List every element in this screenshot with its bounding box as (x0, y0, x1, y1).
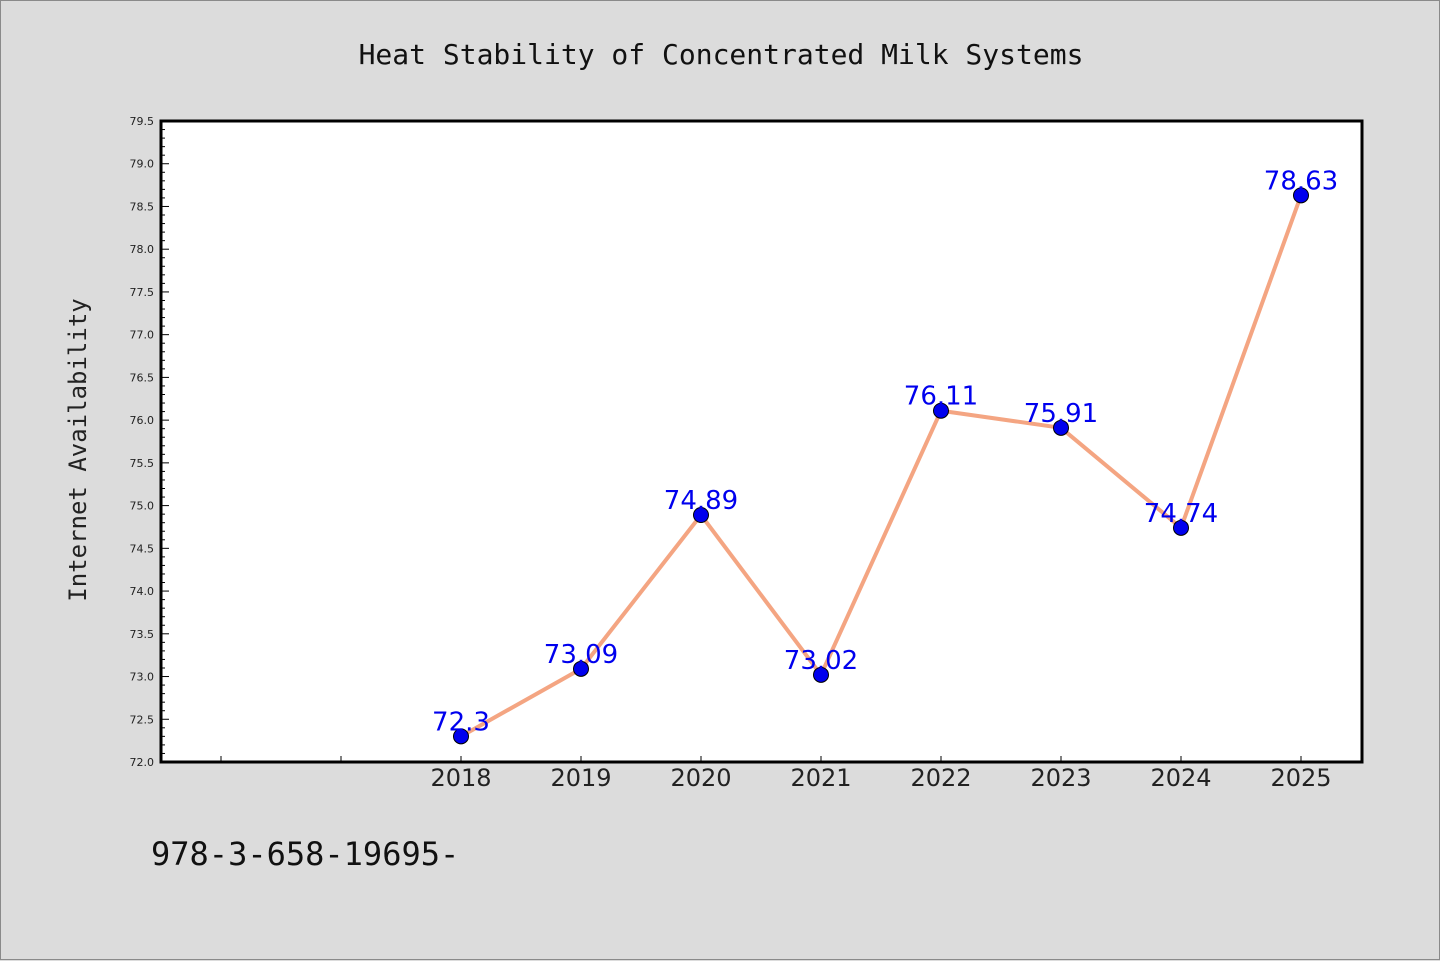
data-label: 74.74 (1144, 499, 1218, 529)
chart-title: Heat Stability of Concentrated Milk Syst… (359, 38, 1084, 71)
x-tick-label: 2025 (1270, 764, 1331, 792)
y-tick-label: 74.0 (130, 585, 155, 598)
y-tick-label: 75.0 (130, 500, 155, 513)
x-tick-label: 2023 (1030, 764, 1091, 792)
y-tick-label: 76.5 (130, 371, 155, 384)
plot-area (159, 119, 1364, 764)
data-point (693, 507, 709, 524)
y-tick-label: 72.0 (130, 756, 155, 769)
y-tick-label: 72.5 (130, 713, 155, 726)
y-tick-label: 78.0 (130, 243, 155, 256)
y-tick-label: 73.5 (130, 628, 155, 641)
data-point (1173, 519, 1189, 536)
y-tick-label: 73.0 (130, 671, 155, 684)
data-label: 76.11 (904, 382, 978, 412)
data-point (813, 666, 829, 683)
data-label: 72.3 (432, 707, 490, 737)
series-group: 72.3 73.09 74.89 73.02 76.11 75.91 74.74 78.63 (432, 166, 1338, 745)
y-axis-label: Internet Availability (64, 298, 92, 601)
y-tick-label: 74.5 (130, 542, 155, 555)
x-tick-label: 2024 (1150, 764, 1211, 792)
x-tick-label: 2018 (430, 764, 491, 792)
data-point (1293, 187, 1309, 204)
footer-code: 978-3-658-19695- (151, 835, 459, 873)
x-tick-label: 2021 (790, 764, 851, 792)
y-axis: 72.0 72.5 73.0 73.5 74.0 74.5 75.0 75.5 76.0 76.5… (130, 115, 169, 769)
data-point (1053, 419, 1069, 436)
data-label: 75.91 (1024, 399, 1098, 429)
data-point (933, 402, 949, 419)
y-tick-label: 77.5 (130, 286, 155, 299)
y-tick-label: 79.5 (130, 115, 155, 128)
data-label: 74.89 (664, 486, 738, 516)
y-tick-label: 76.0 (130, 414, 155, 427)
data-label: 78.63 (1264, 166, 1338, 196)
y-tick-label: 77.0 (130, 329, 155, 342)
data-point (573, 660, 589, 677)
data-point (453, 728, 469, 745)
x-tick-label: 2019 (550, 764, 611, 792)
x-axis: 2018 2019 2020 2021 2022 2023 2024 2025 (220, 756, 1332, 792)
y-tick-label: 75.5 (130, 457, 155, 470)
y-tick-label: 79.0 (130, 158, 155, 171)
data-label: 73.09 (544, 640, 618, 670)
x-tick-label: 2022 (910, 764, 971, 792)
series-line (460, 194, 1303, 739)
y-tick-label: 78.5 (130, 200, 155, 213)
data-label: 73.02 (784, 646, 858, 676)
x-tick-label: 2020 (670, 764, 731, 792)
